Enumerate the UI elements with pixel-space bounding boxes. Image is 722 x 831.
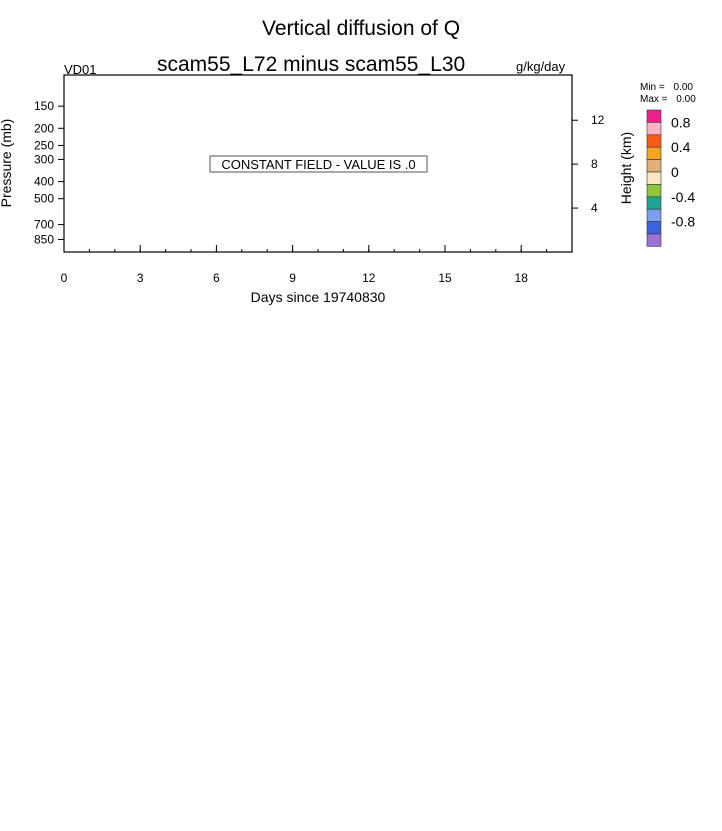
colorbar-label: 0 (671, 164, 679, 180)
y-tick-label: 150 (34, 99, 54, 113)
max-label: Max = (640, 94, 668, 105)
y2-tick-label: 4 (591, 201, 598, 215)
constant-field-box (209, 155, 428, 173)
colorbar-swatch (646, 171, 662, 185)
constant-field-message: CONSTANT FIELD - VALUE IS .0 (221, 157, 415, 172)
x-axis-ticks: 0 3 6 9 12 15 18 (61, 245, 573, 285)
colorbar-label: -0.8 (671, 214, 695, 230)
x-tick-label: 0 (61, 271, 68, 285)
y-tick-label: 400 (34, 175, 54, 189)
colorbar-swatch (646, 159, 662, 173)
x-tick-label: 9 (289, 271, 296, 285)
left-string: VD01 (64, 62, 97, 77)
colorbar-swatch (646, 134, 662, 148)
y-tick-label: 700 (34, 218, 54, 232)
y2-tick-label: 12 (591, 113, 605, 127)
y-axis-label: Pressure (mb) (0, 119, 14, 208)
colorbar-swatch (646, 208, 662, 222)
colorbar-label: -0.4 (671, 189, 695, 205)
chart-subtitle: scam55_L72 minus scam55_L30 (157, 53, 466, 76)
colorbar-swatch (646, 233, 662, 247)
colorbar-swatch (646, 109, 662, 123)
x-tick-label: 12 (362, 271, 376, 285)
colorbar-swatch (646, 221, 662, 235)
x-tick-label: 6 (213, 271, 220, 285)
y2-tick-label: 8 (591, 157, 598, 171)
y-tick-label: 250 (34, 138, 54, 152)
y-tick-label: 500 (34, 192, 54, 206)
chart-title: Vertical diffusion of Q (261, 17, 461, 40)
y-tick-label: 850 (34, 233, 54, 247)
x-tick-label: 18 (515, 271, 529, 285)
colorbar-label: 0.4 (671, 139, 691, 155)
y-tick-label: 200 (34, 121, 54, 135)
min-value: 0.00 (673, 82, 693, 93)
colorbar-swatch (646, 146, 662, 160)
colorbar: 0.8 0.4 0 -0.4 -0.8 (646, 109, 695, 247)
colorbar-swatch (646, 122, 662, 136)
min-stat: Min = 0.00 (640, 82, 693, 93)
y2-axis-ticks: 12 8 4 (572, 113, 605, 215)
colorbar-label: 0.8 (671, 114, 691, 130)
max-value: 0.00 (676, 94, 696, 105)
y2-axis-label: Height (km) (618, 132, 634, 204)
max-stat: Max = 0.00 (640, 94, 696, 105)
min-label: Min = (640, 82, 665, 93)
right-string: g/kg/day (516, 59, 566, 74)
colorbar-swatch (646, 184, 662, 198)
x-tick-label: 15 (438, 271, 452, 285)
colorbar-swatch (646, 196, 662, 210)
x-axis-label: Days since 19740830 (251, 289, 386, 305)
y-tick-label: 300 (34, 152, 54, 166)
x-tick-label: 3 (137, 271, 144, 285)
